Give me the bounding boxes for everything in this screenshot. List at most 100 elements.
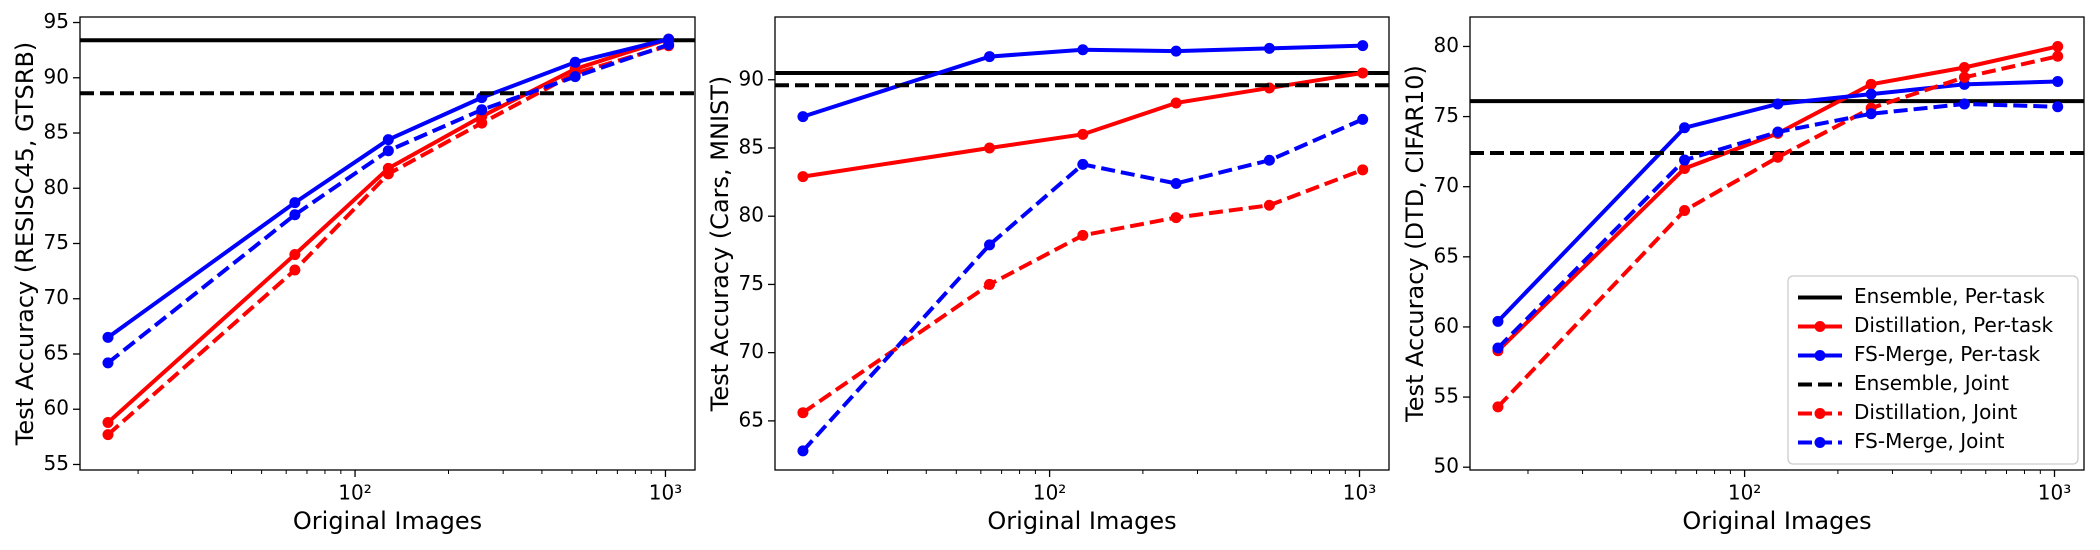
y-tick-label: 60 (1434, 313, 1459, 337)
legend-label: Distillation, Joint (1854, 400, 2018, 424)
y-tick-label: 65 (739, 407, 764, 431)
y-tick-label: 75 (1434, 103, 1459, 127)
point (1865, 88, 1877, 100)
point (1492, 342, 1504, 354)
x-axis-label: Original Images (987, 507, 1176, 535)
point (797, 111, 809, 123)
x-axis-label: Original Images (1682, 507, 1871, 535)
x-tick-label: 10² (1728, 481, 1761, 505)
y-tick-label: 65 (1434, 243, 1459, 267)
point (2052, 101, 2064, 113)
point (1772, 151, 1784, 163)
y-axis-label: Test Accuracy (RESISC45, GTSRB) (11, 42, 39, 447)
x-tick-label: 10² (1033, 481, 1066, 505)
point (1958, 71, 1970, 83)
series-line (1496, 54, 2059, 409)
series-line (106, 37, 670, 340)
y-tick-label: 85 (44, 120, 69, 144)
y-tick-label: 80 (1434, 33, 1459, 57)
point (1170, 97, 1182, 109)
series-line (106, 43, 670, 437)
point (289, 264, 301, 276)
point (663, 39, 675, 51)
point (102, 416, 114, 428)
point (1077, 158, 1089, 170)
y-tick-label: 75 (44, 230, 69, 254)
point (2052, 50, 2064, 62)
y-tick-label: 55 (1434, 384, 1459, 408)
series-line (801, 117, 1364, 453)
point (382, 134, 394, 146)
point (1170, 177, 1182, 189)
point (1772, 126, 1784, 138)
point (797, 445, 809, 457)
legend-box (1787, 275, 2079, 465)
x-axis-label: Original Images (293, 507, 482, 535)
point (102, 331, 114, 343)
y-tick-label: 70 (44, 285, 69, 309)
point (1263, 42, 1275, 54)
point (1679, 162, 1691, 174)
point (1958, 61, 1970, 73)
point (984, 51, 996, 63)
y-axis-label: Test Accuracy (DTD, CIFAR10) (1401, 65, 1429, 423)
point (289, 209, 301, 221)
point (1263, 154, 1275, 166)
series-line (802, 43, 1363, 119)
legend-label: Ensemble, Per-task (1854, 284, 2045, 308)
point (1679, 154, 1691, 166)
y-tick-label: 80 (44, 175, 69, 199)
point (1865, 108, 1877, 120)
point (102, 357, 114, 369)
legend-label: FS-Merge, Joint (1854, 429, 2005, 453)
plot-frame (79, 16, 696, 471)
plot-frame (774, 16, 1390, 471)
point (382, 168, 394, 180)
point (476, 104, 488, 116)
point (797, 407, 809, 419)
point (1357, 164, 1369, 176)
y-tick-label: 60 (44, 396, 69, 420)
subplot: 65 70 75 80 85 90 10² 10³ Original Images Test Ac… (706, 16, 1390, 535)
point (1077, 44, 1089, 56)
subplot: 55 60 65 70 75 80 85 90 95 10² 10³ Original Images T… (11, 9, 696, 535)
x-tick-label: 10³ (1343, 481, 1376, 505)
series-line (1496, 44, 2059, 353)
series-line (106, 37, 670, 424)
legend-marker (1814, 408, 1826, 419)
point (102, 429, 114, 441)
point (1357, 40, 1369, 52)
point (984, 239, 996, 251)
point (1170, 212, 1182, 224)
point (1492, 401, 1504, 413)
point (1679, 122, 1691, 134)
y-tick-label: 80 (739, 203, 764, 227)
y-axis-label: Test Accuracy (Cars, MNIST) (706, 76, 734, 413)
legend-marker (1814, 437, 1826, 448)
point (1077, 229, 1089, 241)
point (382, 145, 394, 157)
y-tick-label: 95 (44, 9, 69, 33)
series-line (801, 167, 1364, 415)
y-tick-label: 50 (1434, 454, 1459, 478)
point (1865, 78, 1877, 90)
point (984, 278, 996, 290)
point (1679, 205, 1691, 217)
y-tick-label: 75 (739, 271, 764, 295)
y-tick-label: 55 (44, 451, 69, 475)
x-tick-label: 10² (338, 481, 371, 505)
point (476, 117, 488, 129)
series-line (106, 42, 670, 365)
point (2052, 40, 2064, 52)
series-line (1496, 101, 2058, 350)
legend-marker (1814, 321, 1826, 332)
point (1170, 45, 1182, 57)
point (289, 249, 301, 261)
point (797, 171, 809, 183)
point (1492, 315, 1504, 327)
point (289, 197, 301, 209)
y-tick-label: 65 (44, 340, 69, 364)
point (569, 71, 581, 83)
point (1357, 113, 1369, 125)
